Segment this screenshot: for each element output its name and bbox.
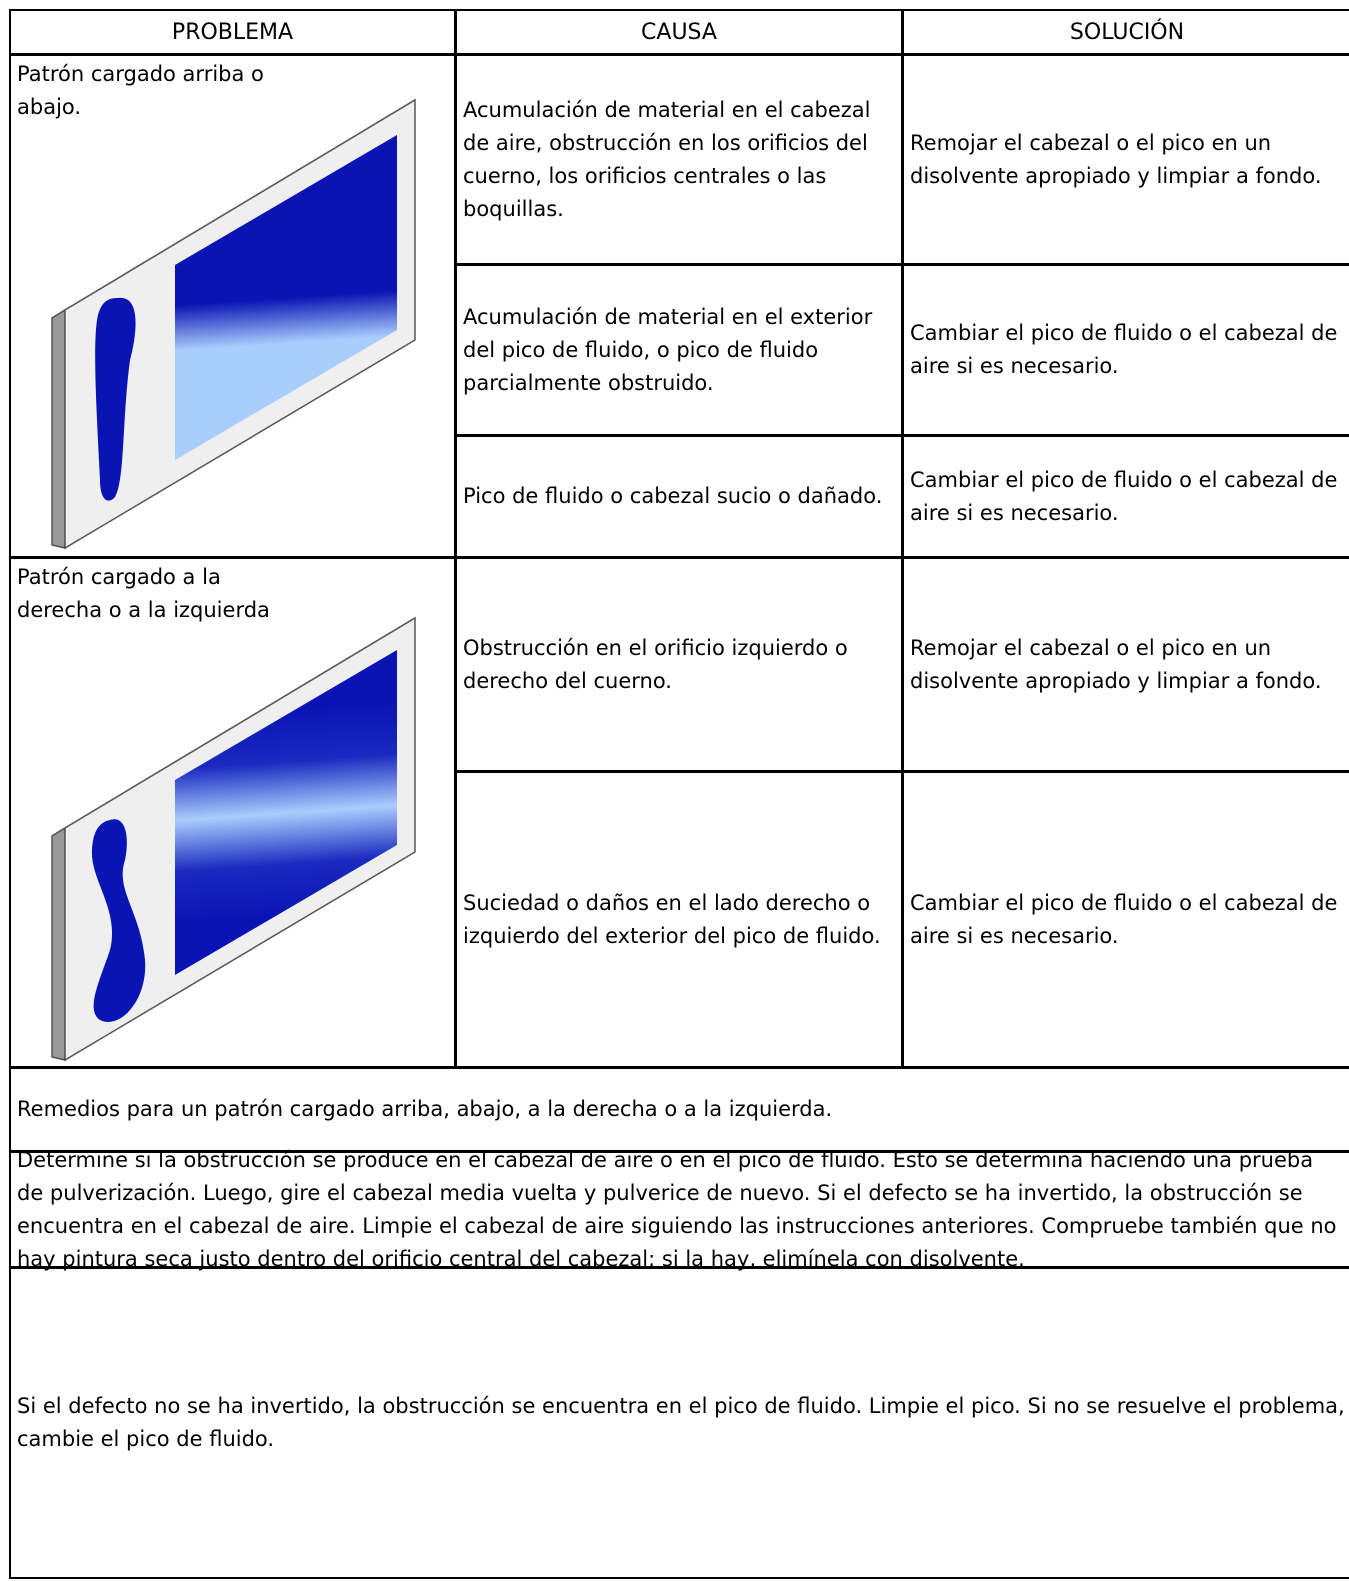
- table-cell: Acumulación de material en el exterior d…: [455, 264, 903, 436]
- cell-text: Obstrucción en el orificio izquierdo o d…: [463, 635, 848, 693]
- table-cell: Cambiar el pico de fluido o el cabezal d…: [902, 435, 1349, 558]
- table-cell: Cambiar el pico de fluido o el cabezal d…: [902, 771, 1349, 1068]
- table-cell: Cambiar el pico de fluido o el cabezal d…: [902, 264, 1349, 436]
- table-cell: Patrón cargado a la derecha o a la izqui…: [9, 557, 456, 1068]
- cell-text: Cambiar el pico de fluido o el cabezal d…: [910, 467, 1338, 525]
- table-cell: Remojar el cabezal o el pico en un disol…: [902, 54, 1349, 265]
- cell-text: SOLUCIÓN: [1069, 19, 1185, 45]
- cell-text: Pico de fluido o cabezal sucio o dañado.: [463, 484, 883, 508]
- cell-text: Determine si la obstrucción se produce e…: [17, 1147, 1337, 1271]
- cell-text: Remojar el cabezal o el pico en un disol…: [910, 635, 1322, 693]
- cell-text: Acumulación de material en el exterior d…: [463, 304, 873, 395]
- table-cell: Patrón cargado arriba o abajo.: [9, 54, 456, 558]
- cell-text: Suciedad o daños en el lado derecho o iz…: [463, 890, 881, 948]
- cell-text: PROBLEMA: [171, 19, 294, 45]
- table-cell: Pico de fluido o cabezal sucio o dañado.: [455, 435, 903, 558]
- table-cell: Si el defecto no se ha invertido, la obs…: [9, 1267, 1349, 1579]
- cell-text: Acumulación de material en el cabezal de…: [463, 97, 871, 221]
- table-cell: Obstrucción en el orificio izquierdo o d…: [455, 557, 903, 772]
- table-cell: Determine si la obstrucción se produce e…: [9, 1148, 1349, 1271]
- cell-text: Patrón cargado arriba o abajo.: [17, 62, 264, 119]
- table-cell: PROBLEMA: [9, 9, 456, 55]
- cell-text: Patrón cargado a la derecha o a la izqui…: [17, 565, 270, 622]
- cell-text: CAUSA: [641, 19, 717, 45]
- table-cell: Remojar el cabezal o el pico en un disol…: [902, 557, 1349, 772]
- cell-text: Remojar el cabezal o el pico en un disol…: [910, 130, 1322, 188]
- table-cell: CAUSA: [455, 9, 903, 55]
- table-cell: Remedios para un patrón cargado arriba, …: [9, 1067, 1349, 1152]
- cell-text: Cambiar el pico de fluido o el cabezal d…: [910, 321, 1338, 378]
- cell-text: Cambiar el pico de fluido o el cabezal d…: [910, 890, 1338, 948]
- table-cell: SOLUCIÓN: [902, 9, 1349, 55]
- cell-text: Remedios para un patrón cargado arriba, …: [17, 1097, 833, 1121]
- table-cell: Suciedad o daños en el lado derecho o iz…: [455, 771, 903, 1068]
- table-cell: Acumulación de material en el cabezal de…: [455, 54, 903, 265]
- cell-text: Si el defecto no se ha invertido, la obs…: [17, 1394, 1345, 1451]
